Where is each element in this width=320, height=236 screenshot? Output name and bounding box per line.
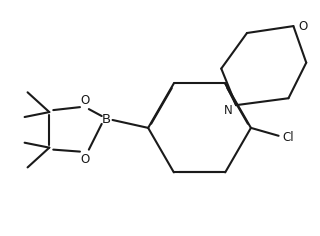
Text: O: O xyxy=(80,94,90,107)
Text: Cl: Cl xyxy=(283,131,294,144)
Text: O: O xyxy=(299,20,308,33)
Text: O: O xyxy=(80,153,90,166)
Text: N: N xyxy=(224,104,233,117)
Text: B: B xyxy=(102,114,111,126)
